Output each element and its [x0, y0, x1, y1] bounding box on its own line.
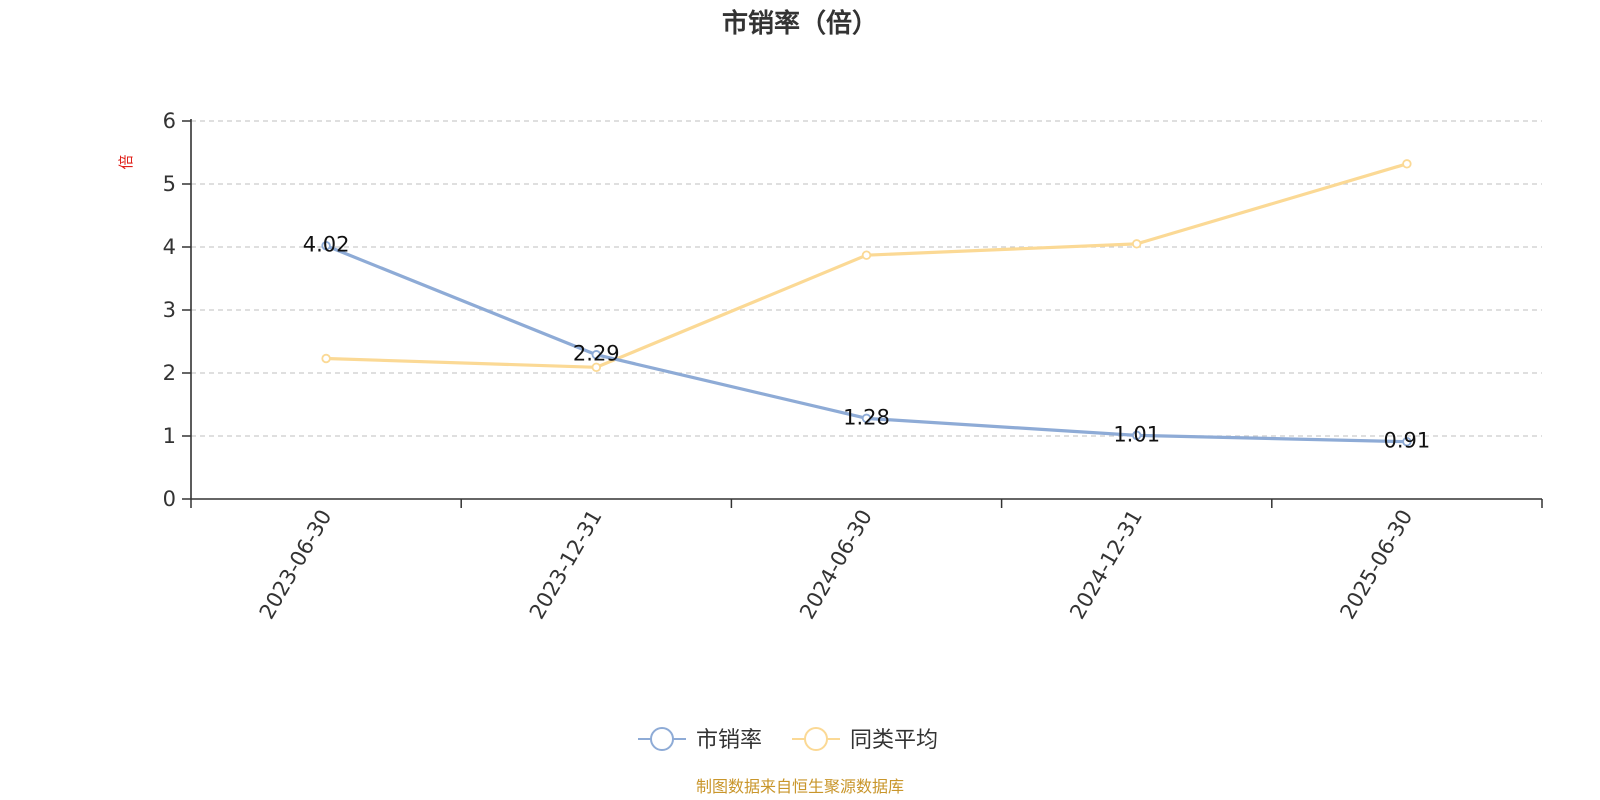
series-line	[324, 162, 1409, 369]
legend-item[interactable]: 同类平均	[792, 727, 938, 753]
data-point[interactable]	[1131, 239, 1142, 249]
data-point[interactable]	[1402, 436, 1412, 447]
data-point[interactable]	[321, 353, 331, 364]
y-tick-label: 4	[163, 235, 176, 259]
data-label: 1.01	[1113, 422, 1160, 446]
x-tick-label: 2025-06-30	[1335, 506, 1417, 624]
legend[interactable]: 市销率 同类平均	[638, 727, 938, 753]
data-point[interactable]	[1402, 159, 1412, 169]
data-label: 2.29	[573, 342, 620, 366]
data-point[interactable]	[591, 350, 601, 360]
data-point[interactable]	[321, 241, 331, 251]
data-point[interactable]	[1131, 430, 1142, 441]
x-tick-label: 2024-06-30	[795, 506, 877, 624]
legend-label: 市销率	[696, 728, 762, 753]
data-label: 0.91	[1384, 429, 1431, 453]
legend-marker-icon	[650, 727, 674, 751]
y-tick-label: 6	[163, 109, 176, 133]
x-tick-label: 2023-12-31	[525, 506, 607, 624]
y-tick-label: 1	[163, 424, 176, 448]
data-point[interactable]	[861, 250, 872, 260]
grid-lines	[191, 120, 1542, 437]
source-note: 制图数据来自恒生聚源数据库	[696, 777, 904, 796]
chart-title: 市销率（倍）	[722, 8, 878, 39]
legend-label: 同类平均	[850, 728, 938, 753]
legend-marker-icon	[804, 727, 828, 751]
y-tick-label: 3	[163, 298, 176, 322]
data-point[interactable]	[861, 413, 872, 424]
x-tick-label: 2023-06-30	[255, 506, 337, 624]
y-tick-label: 2	[163, 361, 176, 385]
series-lines	[321, 159, 1412, 447]
y-tick-label: 0	[163, 487, 176, 511]
data-label: 1.28	[843, 405, 890, 429]
data-label: 4.02	[303, 233, 350, 257]
legend-item[interactable]: 市销率	[638, 727, 762, 753]
data-labels: 4.02 2.29 1.28 1.01 0.91	[303, 233, 1431, 453]
data-point[interactable]	[591, 362, 601, 373]
x-tick-label: 2024-12-31	[1065, 506, 1147, 624]
y-axis-label: 倍	[117, 154, 135, 169]
y-tick-label: 5	[163, 172, 176, 196]
